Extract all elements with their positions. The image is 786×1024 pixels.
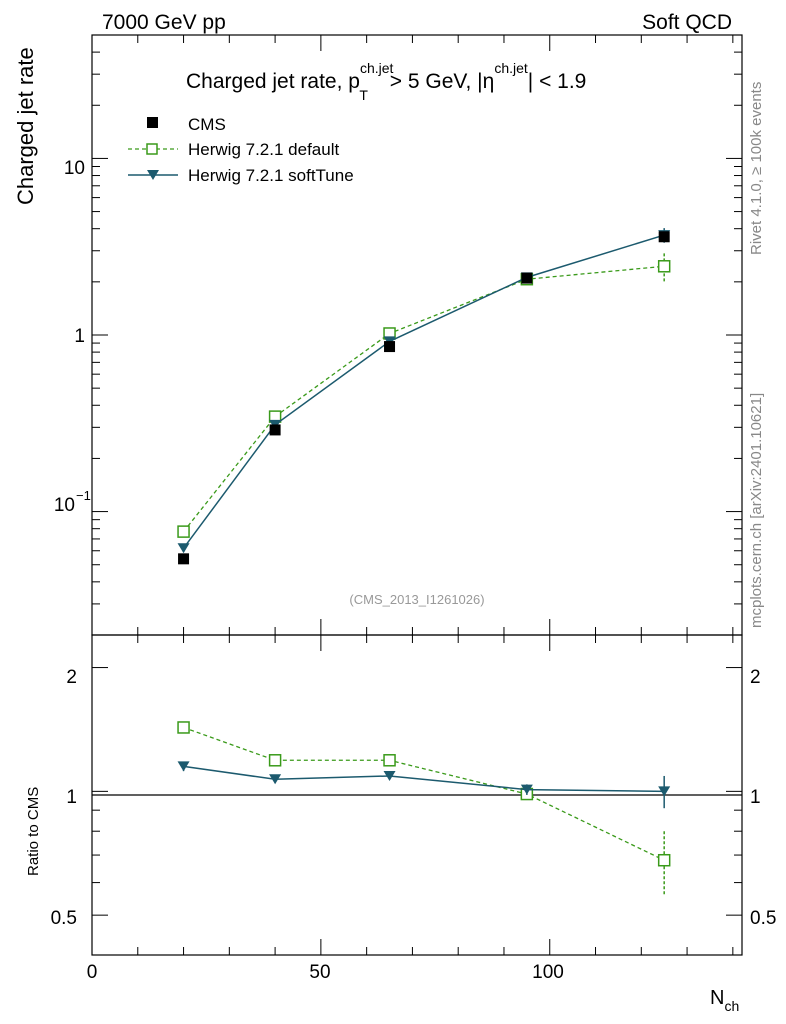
- ytick-label-0.1: 10: [54, 495, 75, 516]
- ratio-default-point: [657, 853, 671, 867]
- main-cms-point: [269, 424, 281, 436]
- main-default-point: [657, 260, 671, 273]
- legend-softtune-label: Herwig 7.2.1 softTune: [188, 166, 354, 185]
- legend-cms-label: CMS: [188, 115, 226, 134]
- main-softtune-point: [177, 543, 190, 554]
- ratio-ytick-label-0.5-right: 0.5: [750, 908, 776, 929]
- ratio-softtune-point: [383, 770, 396, 781]
- ratio-default-point: [177, 721, 190, 734]
- main-ylabel: Charged jet rate: [13, 47, 38, 205]
- ratio-ytick-label-1-right: 1: [750, 787, 761, 808]
- ratio-y-ticks: [92, 667, 742, 916]
- xtick-label-50: 50: [309, 962, 330, 983]
- main-cms-point: [178, 553, 190, 565]
- ratio-default-line: [183, 726, 665, 861]
- main-default-point: [177, 525, 190, 538]
- main-cms-point: [658, 231, 670, 243]
- main-softtune-line: [182, 234, 665, 549]
- ratio-softtune-point: [658, 786, 671, 797]
- ratio-ylabel: Ratio to CMS: [25, 787, 42, 876]
- ratio-softtune-point: [269, 774, 282, 785]
- header-category: Soft QCD: [642, 11, 732, 34]
- ratio-softtune-point: [177, 761, 190, 772]
- main-cms-point: [521, 272, 533, 284]
- main-default-line: [183, 265, 665, 533]
- legend-cms-marker: [147, 117, 158, 128]
- ratio-ytick-label-0.5-left: 0.5: [51, 908, 77, 929]
- main-y-ticks: [92, 34, 742, 636]
- ratio-series: [177, 721, 671, 895]
- ytick-label-0.1-exponent: −1: [76, 488, 91, 503]
- ytick-label-1: 1: [74, 326, 85, 347]
- xtick-label-100: 100: [532, 962, 564, 983]
- main-cms-point: [384, 341, 396, 353]
- legend-default-label: Herwig 7.2.1 default: [188, 140, 339, 159]
- ratio-default-point: [268, 754, 282, 767]
- mcplots-label: mcplots.cern.ch [arXiv:2401.10621]: [748, 393, 765, 628]
- ratio-default-point: [383, 754, 396, 767]
- xtick-label-0: 0: [87, 962, 98, 983]
- ratio-ytick-label-1-left: 1: [66, 787, 77, 808]
- x-ticks: [91, 35, 734, 955]
- ratio-softtune-line: [183, 765, 665, 793]
- rivet-label: Rivet 4.1.0, ≥ 100k events: [748, 82, 765, 255]
- analysis-watermark: (CMS_2013_I1261026): [349, 592, 484, 607]
- ratio-ytick-label-2-right: 2: [750, 667, 761, 688]
- legend-default-marker: [146, 143, 158, 155]
- ratio-ytick-label-2-left: 2: [66, 667, 77, 688]
- plot-title: Charged jet rate, pch.jet T > 5 GeV, |ηch…: [186, 60, 586, 103]
- header-energy: 7000 GeV pp: [102, 11, 226, 34]
- legend-softtune-marker: [147, 170, 159, 180]
- legend: CMS Herwig 7.2.1 default Herwig 7.2.1 so…: [128, 115, 354, 185]
- ytick-label-10: 10: [64, 158, 85, 179]
- xlabel: Nch: [710, 987, 739, 1014]
- ratio-softtune-point: [520, 784, 533, 795]
- main-series: [177, 228, 671, 565]
